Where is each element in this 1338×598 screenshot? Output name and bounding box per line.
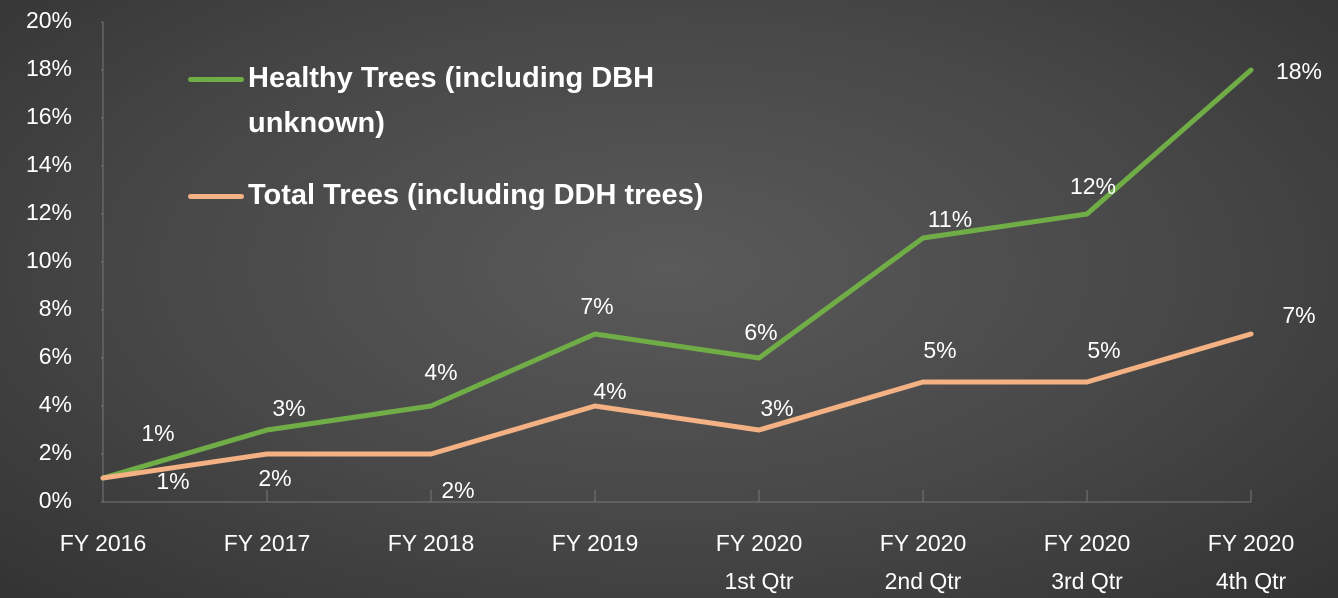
series-line bbox=[100, 331, 1254, 481]
legend-label: Total Trees (including DDH trees) bbox=[248, 179, 704, 211]
y-tick-label: 6% bbox=[39, 343, 72, 369]
data-label: 1% bbox=[141, 420, 174, 446]
data-label: 2% bbox=[441, 477, 474, 503]
y-tick-label: 12% bbox=[26, 199, 72, 225]
y-tick-label: 4% bbox=[39, 391, 72, 417]
x-tick-label: FY 2017 bbox=[224, 530, 311, 556]
data-label: 5% bbox=[923, 337, 956, 363]
y-tick-label: 2% bbox=[39, 439, 72, 465]
data-label: 6% bbox=[744, 319, 777, 345]
data-label: 7% bbox=[580, 293, 613, 319]
y-tick-label: 10% bbox=[26, 247, 72, 273]
series-line bbox=[100, 67, 1254, 481]
y-tick-label: 8% bbox=[39, 295, 72, 321]
legend-swatch bbox=[188, 194, 244, 199]
y-tick-label: 14% bbox=[26, 151, 72, 177]
x-tick-label: FY 2020 3rd Qtr bbox=[1044, 530, 1131, 594]
data-label: 12% bbox=[1070, 173, 1116, 199]
x-tick-label: FY 2020 1st Qtr bbox=[716, 530, 803, 594]
y-tick-label: 18% bbox=[26, 55, 72, 81]
data-label: 3% bbox=[760, 395, 793, 421]
x-tick-label: FY 2018 bbox=[388, 530, 475, 556]
data-label: 4% bbox=[424, 359, 457, 385]
data-label: 4% bbox=[593, 378, 626, 404]
data-label: 18% bbox=[1276, 58, 1322, 84]
x-tick-label: FY 2016 bbox=[60, 530, 147, 556]
data-label: 2% bbox=[258, 465, 291, 491]
x-tick-label: FY 2020 2nd Qtr bbox=[880, 530, 967, 594]
y-tick-label: 16% bbox=[26, 103, 72, 129]
data-label: 1% bbox=[156, 468, 189, 494]
data-label: 5% bbox=[1087, 337, 1120, 363]
y-tick-label: 0% bbox=[39, 487, 72, 513]
data-label: 7% bbox=[1282, 302, 1315, 328]
data-label: 3% bbox=[272, 395, 305, 421]
y-tick-label: 20% bbox=[26, 7, 72, 33]
data-label: 11% bbox=[928, 206, 972, 232]
x-tick-label: FY 2020 4th Qtr bbox=[1208, 530, 1295, 594]
legend-swatch bbox=[188, 77, 244, 82]
legend-label: Healthy Trees (including DBH unknown) bbox=[248, 62, 655, 139]
x-tick-label: FY 2019 bbox=[552, 530, 639, 556]
